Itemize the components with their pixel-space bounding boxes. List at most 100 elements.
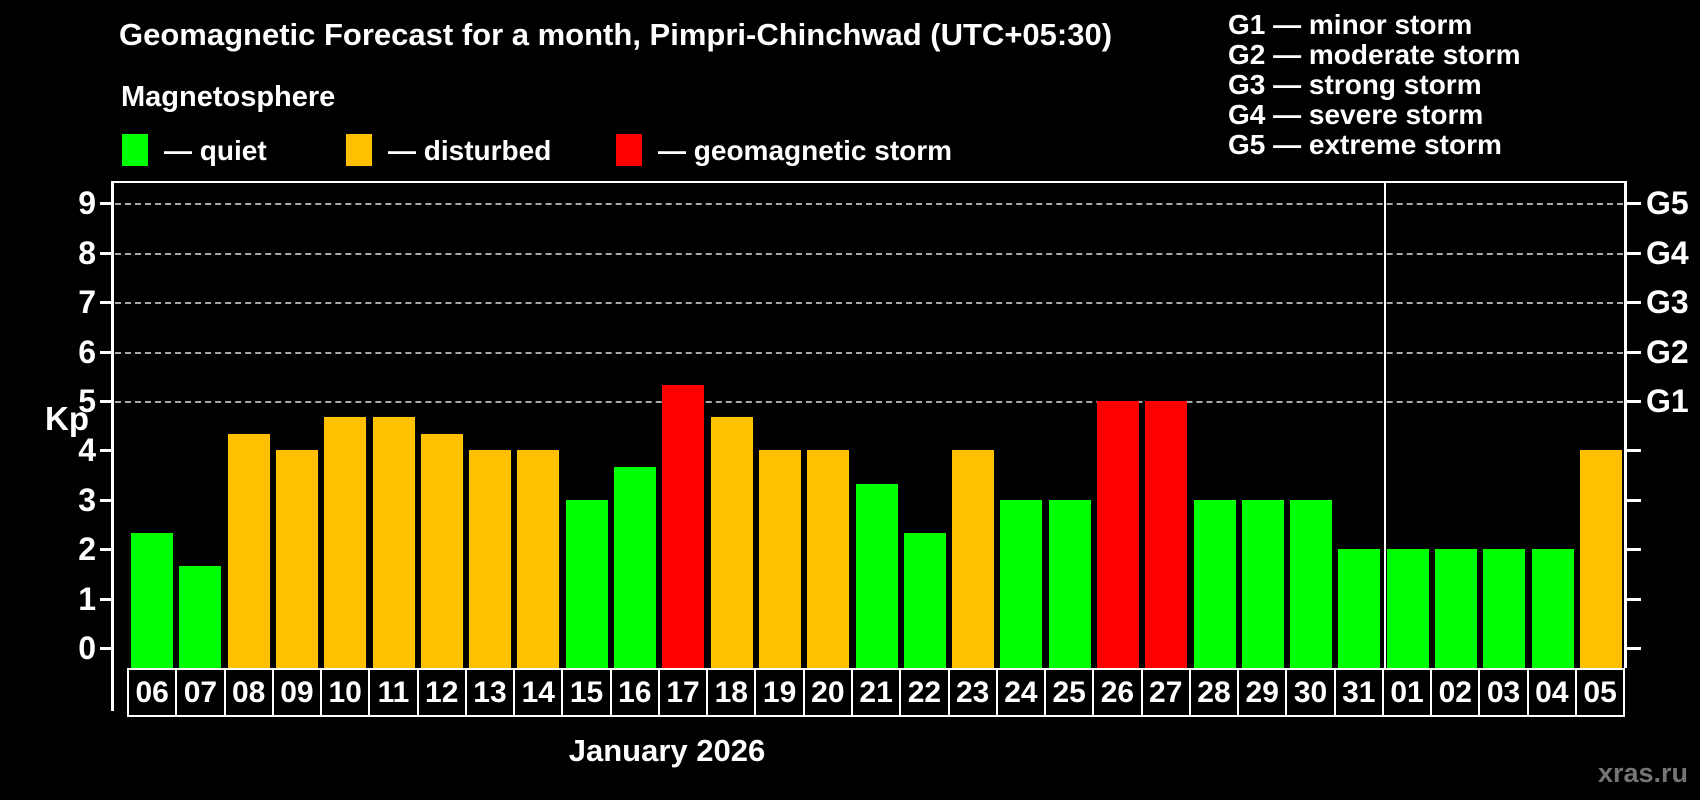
gridline-g2: [115, 351, 1623, 354]
x-tick-label-21: 21: [853, 670, 902, 715]
kp-bar-12: [420, 434, 463, 668]
y-tick-label: 4: [78, 432, 96, 469]
kp-bar-09: [276, 450, 319, 668]
y-tick: [100, 400, 112, 403]
kp-bar-29: [1241, 499, 1284, 668]
x-tick-label-15: 15: [563, 670, 612, 715]
x-tick-label-28: 28: [1191, 670, 1240, 715]
y-tick: [100, 597, 112, 601]
g-level-label-g3: G3: [1646, 284, 1689, 321]
x-tick-label-09: 09: [274, 670, 323, 715]
x-tick-label-03: 03: [1480, 670, 1529, 715]
kp-bar-20: [807, 450, 850, 668]
page-title: Geomagnetic Forecast for a month, Pimpri…: [119, 17, 1113, 52]
kp-bar-21: [855, 483, 898, 668]
g-level-label-g2: G2: [1646, 333, 1689, 370]
kp-bar-22: [903, 532, 946, 668]
plot-top-border: [111, 181, 1627, 183]
y-tick: [100, 301, 112, 305]
kp-bar-04: [1531, 549, 1574, 668]
month-separator-line: [1383, 181, 1386, 668]
legend-label-quiet: — quiet: [164, 135, 267, 166]
right-tick: [1627, 449, 1641, 453]
y-tick-label: 0: [78, 630, 96, 666]
kp-bar-13: [469, 450, 512, 668]
x-tick-label-20: 20: [805, 670, 853, 715]
g-scale-legend-line: G2 — moderate storm: [1228, 39, 1521, 70]
y-tick-label: 6: [78, 333, 96, 370]
y-axis-title: Kp: [45, 400, 89, 437]
magnetosphere-subtitle: Magnetosphere: [121, 81, 336, 113]
x-tick-label-04: 04: [1529, 670, 1577, 715]
right-tick: [1627, 301, 1641, 305]
gridline-g3: [115, 302, 1623, 305]
x-tick-label-17: 17: [660, 670, 709, 715]
x-tick-label-18: 18: [708, 670, 757, 715]
x-tick-label-26: 26: [1094, 670, 1143, 715]
x-tick-label-10: 10: [322, 670, 371, 715]
x-tick-label-24: 24: [998, 670, 1047, 715]
gridline-g1: [115, 401, 1623, 403]
x-tick-label-25: 25: [1046, 670, 1095, 715]
gridline-g4: [115, 252, 1623, 255]
kp-bar-10: [324, 417, 367, 668]
legend-label-disturbed: — disturbed: [388, 135, 552, 166]
y-tick-label: 5: [78, 383, 96, 419]
kp-bar-18: [710, 417, 753, 668]
gridline-g5: [115, 203, 1623, 206]
kp-bar-23: [952, 450, 995, 668]
g-level-label-g5: G5: [1646, 185, 1689, 222]
kp-bar-31: [1338, 549, 1381, 668]
y-tick: [100, 548, 112, 552]
x-axis-day-labels: 06 07 08 09 10 11 12 13 14 15 16 17 18 19 20 21 22 23 24 25…: [127, 668, 1625, 717]
y-tick: [100, 498, 112, 502]
y-tick: [100, 647, 112, 650]
y-tick-label: 3: [78, 481, 96, 518]
kp-bar-25: [1048, 499, 1091, 668]
legend-label-storm: — geomagnetic storm: [658, 135, 953, 166]
x-tick-label-31: 31: [1336, 670, 1384, 715]
kp-bar-06: [131, 532, 174, 668]
legend-swatch-disturbed: [346, 134, 372, 166]
kp-bar-16: [614, 466, 657, 668]
x-tick-label-08: 08: [226, 670, 274, 715]
kp-bar-19: [758, 450, 801, 668]
x-axis-title: January 2026: [568, 733, 766, 768]
y-tick-label: 1: [78, 580, 96, 617]
plot-area: [113, 181, 1625, 668]
right-tick: [1627, 251, 1641, 255]
kp-bar-07: [179, 565, 222, 668]
x-tick-label-30: 30: [1287, 670, 1336, 715]
x-tick-label-12: 12: [419, 670, 467, 715]
kp-bar-05: [1579, 450, 1622, 668]
right-tick: [1627, 597, 1641, 601]
g-scale-legend-line: G1 — minor storm: [1228, 9, 1473, 40]
x-tick-label-02: 02: [1432, 670, 1481, 715]
kp-bar-03: [1483, 549, 1526, 668]
y-tick: [100, 202, 112, 206]
x-tick-label-19: 19: [756, 670, 805, 715]
kp-bar-15: [565, 499, 608, 668]
right-tick: [1627, 498, 1641, 502]
x-tick-label-22: 22: [901, 670, 950, 715]
right-tick: [1627, 350, 1641, 354]
y-axis-line: [111, 181, 114, 711]
x-tick-label-29: 29: [1239, 670, 1288, 715]
g-scale-legend-line: G4 — severe storm: [1228, 99, 1484, 130]
right-tick: [1627, 202, 1641, 206]
x-tick-label-07: 07: [177, 670, 226, 715]
y-tick-label: 9: [78, 185, 96, 222]
g-scale-legend: G1 — minor storm G2 — moderate storm G3 — …: [1228, 10, 1521, 160]
legend-swatch-quiet: [122, 134, 148, 166]
y-tick-label: 8: [78, 234, 96, 271]
y-tick-label: 2: [78, 531, 96, 568]
kp-bar-08: [227, 434, 270, 668]
x-tick-label-01: 01: [1384, 670, 1433, 715]
kp-bar-26: [1096, 401, 1139, 668]
watermark: xras.ru: [1597, 758, 1688, 788]
right-axis-line: [1624, 181, 1627, 668]
kp-bar-27: [1145, 401, 1188, 668]
kp-bar-11: [372, 417, 415, 668]
x-tick-label-05: 05: [1583, 675, 1617, 709]
y-tick: [100, 350, 112, 354]
